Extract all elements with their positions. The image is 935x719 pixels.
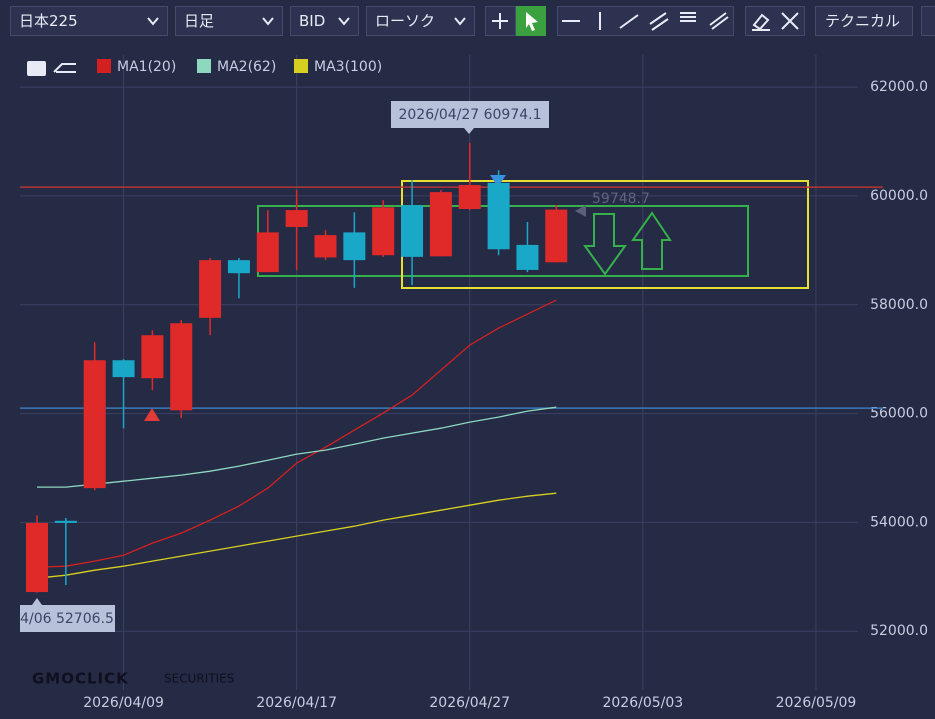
label: 日足 [184,12,215,30]
candle-body [401,205,424,257]
chevron [147,17,159,26]
candle-body [429,192,452,257]
icon [526,12,538,31]
annotation: 4/06 52706.5 [20,611,114,627]
annotation: 2026/04/27 60974.1 [398,107,541,123]
brand-sub: SECURITIES [164,672,234,686]
chevron [454,17,466,26]
y-tick-label: 58000.0 [870,297,928,313]
candle-body [285,210,308,227]
y-tick-label: 54000.0 [870,514,928,530]
candle-body [83,360,106,489]
icons [562,12,729,31]
erase-tools[interactable] [745,6,805,36]
candle-body [199,260,222,318]
crosshair-button[interactable] [485,6,516,36]
x-tick-label: 2026/04/09 [83,695,164,711]
legend-swatch [197,59,211,73]
candle-body [141,335,164,379]
candle-body [545,209,568,263]
candle-body [372,207,395,256]
icon [492,13,508,29]
brand: GMOCLICK [32,670,129,688]
chevron [262,17,274,26]
legend-swatch [294,59,308,73]
annotation-box [20,605,115,632]
x-tick-label: 2026/04/27 [429,695,510,711]
side-select[interactable]: BID [290,6,359,36]
legend-label: MA1(20) [117,59,176,75]
candle-body [112,360,135,378]
ma-line [36,492,557,579]
label: 日本225 [19,12,78,30]
period-select[interactable]: 日足 [175,6,283,36]
ma-line [37,406,557,488]
annotation-box [391,101,549,128]
candle-body [54,520,77,523]
more-button[interactable] [921,6,935,36]
annotation-pointer [464,128,474,134]
signal-marker [144,408,160,421]
x-tick-label: 2026/05/03 [602,695,683,711]
candle-body [170,323,193,411]
price-pointer [575,205,586,217]
candle-body [343,232,366,261]
label: ローソク [375,12,436,30]
icons [752,12,799,31]
style-select[interactable]: ローソク [366,6,475,36]
ma-line [36,299,557,568]
draw-tools[interactable] [557,6,734,36]
y-tick-label: 52000.0 [870,623,928,639]
legend-label: MA3(100) [314,59,382,75]
drawn-arrow-down [583,213,627,276]
symbol-select[interactable]: 日本225 [10,6,168,36]
candle-body [458,185,481,209]
y-tick-label: 56000.0 [870,406,928,422]
draw-icon[interactable] [53,63,76,73]
y-tick-label: 62000.0 [870,79,928,95]
x-tick-label: 2026/05/09 [776,695,857,711]
chevron [338,17,350,26]
last-price-label: 59748.7 [592,191,650,207]
pointer-button[interactable] [516,6,546,36]
candle-body [26,522,48,593]
candle-body [516,244,539,270]
label: BID [299,12,326,30]
legend-swatch [97,59,111,73]
label: テクニカル [825,12,901,30]
annotation-pointer [32,598,42,605]
candle-body [256,232,279,273]
technical-button[interactable]: テクニカル [815,6,913,36]
y-tick-label: 60000.0 [870,188,928,204]
comment-icon[interactable] [27,61,46,76]
candle-body [487,182,510,250]
x-tick-label: 2026/04/17 [256,695,337,711]
candle-body [314,235,337,258]
drawn-arrow-up [631,211,672,270]
legend-label: MA2(62) [217,59,276,75]
candle-body [227,260,250,274]
